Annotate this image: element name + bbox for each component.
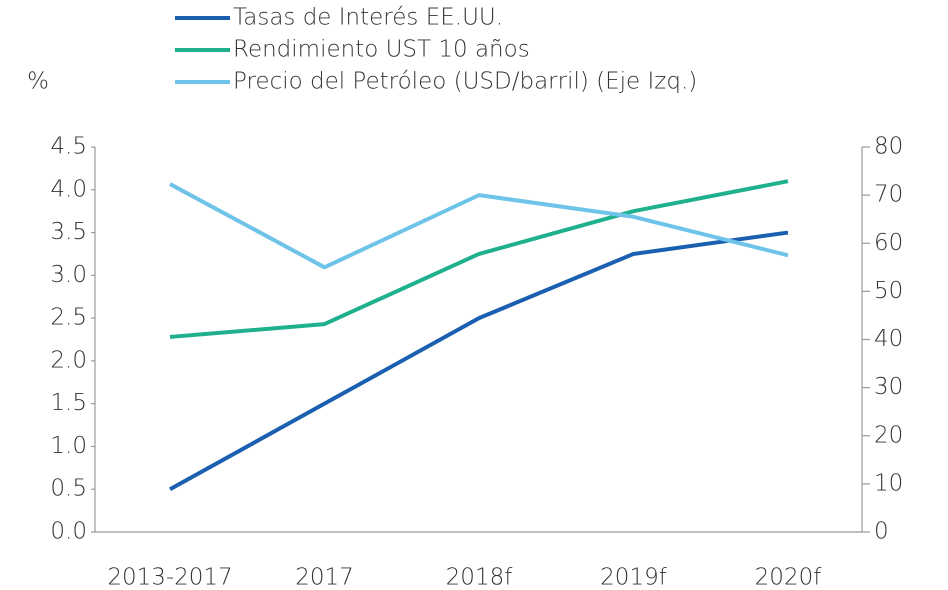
y2-tick-label: 20 [874, 422, 903, 448]
y2-tick-label: 50 [874, 278, 903, 304]
y-tick-label: 3.5 [50, 219, 87, 245]
legend-label: Tasas de Interés EE.UU. [233, 5, 503, 31]
y-tick-label: 1.5 [50, 390, 87, 416]
y2-tick-label: 60 [874, 230, 903, 256]
x-tick-label: 2013-2017 [107, 565, 232, 590]
y2-tick-label: 0 [874, 519, 889, 545]
y2-tick-label: 10 [874, 470, 903, 496]
series-line [169, 182, 789, 270]
legend-label: Precio del Petróleo (USD/barril) (Eje Iz… [233, 69, 697, 95]
x-tick-label: 2019f [600, 565, 668, 590]
x-tick-label: 2017 [295, 565, 354, 590]
y2-tick-label: 30 [874, 374, 903, 400]
y-tick-label: 3.0 [50, 262, 87, 288]
y-tick-label: 4.0 [50, 176, 87, 202]
series-line [169, 230, 789, 491]
series-line [169, 179, 789, 339]
x-tick-label: 2018f [446, 565, 514, 590]
y-tick-label: 4.5 [50, 134, 87, 160]
y-axis-label: % [27, 69, 49, 95]
y2-tick-label: 80 [874, 134, 903, 160]
y-tick-label: 0.5 [50, 476, 87, 502]
x-tick-label: 2020f [755, 565, 823, 590]
y2-tick-label: 40 [874, 326, 903, 352]
y-tick-label: 2.0 [50, 347, 87, 373]
y2-tick-label: 70 [874, 182, 903, 208]
legend-label: Rendimiento UST 10 años [233, 37, 530, 63]
y-tick-label: 2.5 [50, 305, 87, 331]
y-tick-label: 1.0 [50, 433, 87, 459]
y-tick-label: 0.0 [50, 519, 87, 545]
